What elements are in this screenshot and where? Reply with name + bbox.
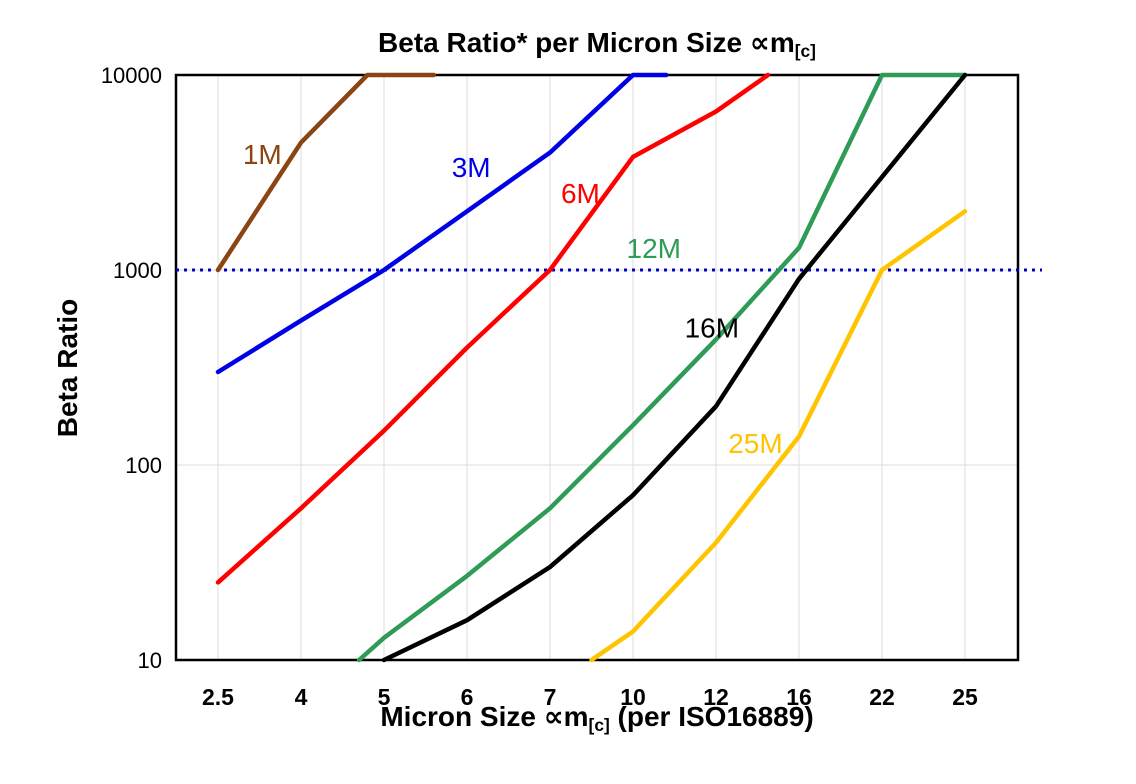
series-line-12M: [356, 72, 968, 663]
x-tick-6: 6: [461, 684, 474, 710]
y-tick-100: 100: [125, 453, 162, 478]
chart-title: Beta Ratio* per Micron Size ∝m[c]: [156, 26, 1038, 62]
x-tick-22: 22: [869, 684, 895, 710]
x-axis-title-subscript: [c]: [588, 714, 610, 735]
x-tick-25: 25: [952, 684, 978, 710]
series-line-16M: [381, 72, 968, 663]
chart-title-unit-subscript: [c]: [794, 40, 816, 61]
y-tick-1000: 1000: [113, 258, 162, 283]
series-label-16M: 16M: [685, 313, 739, 344]
plot-frame: [174, 73, 1020, 662]
series-label-1M: 1M: [243, 139, 282, 170]
x-tick-10: 10: [620, 684, 646, 710]
x-axis-title: Micron Size ∝m[c] (per ISO16889): [156, 700, 1038, 736]
y-tick-10000: 10000: [101, 63, 162, 88]
x-tick-12: 12: [703, 684, 729, 710]
series-line-1M: [215, 72, 437, 273]
x-tick-5: 5: [378, 684, 391, 710]
series-label-6M: 6M: [561, 178, 600, 209]
y-tick-10: 10: [138, 648, 162, 673]
series-label-3M: 3M: [452, 152, 491, 183]
x-tick-4: 4: [295, 684, 308, 710]
series-label-25M: 25M: [728, 428, 782, 459]
x-axis-title-pre: Micron Size ∝m: [380, 701, 589, 732]
x-tick-16: 16: [786, 684, 812, 710]
chart-title-unit: ∝m: [749, 27, 795, 58]
series-line-25M: [589, 209, 968, 663]
x-tick-2.5: 2.5: [202, 684, 234, 710]
series-line-6M: [215, 72, 771, 585]
series-line-3M: [215, 72, 669, 375]
series-label-12M: 12M: [627, 233, 681, 264]
x-axis-title-post: (per ISO16889): [609, 701, 814, 732]
gridlines: [176, 75, 1018, 660]
x-tick-7: 7: [544, 684, 557, 710]
chart-title-main: Beta Ratio* per Micron Size: [378, 27, 750, 58]
